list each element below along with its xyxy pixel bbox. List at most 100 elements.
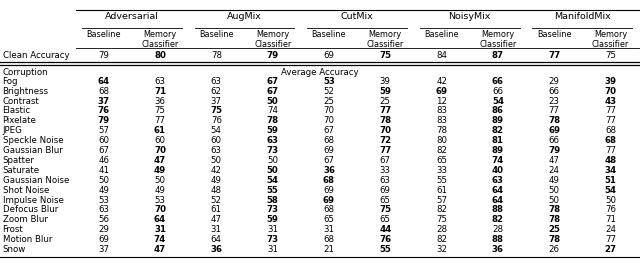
Text: 78: 78 xyxy=(548,235,560,244)
Text: 75: 75 xyxy=(211,107,222,115)
Text: 54: 54 xyxy=(492,97,504,105)
Text: 77: 77 xyxy=(154,116,166,125)
Text: 88: 88 xyxy=(492,235,504,244)
Text: 64: 64 xyxy=(211,235,222,244)
Text: 73: 73 xyxy=(267,235,278,244)
Text: 53: 53 xyxy=(98,196,109,204)
Text: 78: 78 xyxy=(548,206,560,214)
Text: 70: 70 xyxy=(323,116,335,125)
Text: 31: 31 xyxy=(267,245,278,254)
Text: 21: 21 xyxy=(323,245,335,254)
Text: 50: 50 xyxy=(267,166,278,175)
Text: Baseline: Baseline xyxy=(537,30,572,38)
Text: 55: 55 xyxy=(380,245,391,254)
Text: Saturate: Saturate xyxy=(3,166,40,175)
Text: 66: 66 xyxy=(492,87,504,96)
Text: 78: 78 xyxy=(548,116,560,125)
Text: 12: 12 xyxy=(436,97,447,105)
Text: 27: 27 xyxy=(605,245,616,254)
Text: Clean Accuracy: Clean Accuracy xyxy=(3,51,69,61)
Text: 59: 59 xyxy=(267,126,278,135)
Text: Speckle Noise: Speckle Noise xyxy=(3,136,63,145)
Text: 55: 55 xyxy=(267,186,278,195)
Text: 48: 48 xyxy=(211,186,222,195)
Text: 36: 36 xyxy=(154,97,166,105)
Text: Memory
Classifier: Memory Classifier xyxy=(592,30,629,49)
Text: 49: 49 xyxy=(99,186,109,195)
Text: 82: 82 xyxy=(436,206,447,214)
Text: 89: 89 xyxy=(492,146,504,155)
Text: 42: 42 xyxy=(436,77,447,86)
Text: 65: 65 xyxy=(380,196,391,204)
Text: 68: 68 xyxy=(323,235,335,244)
Text: JPEG: JPEG xyxy=(3,126,22,135)
Text: 64: 64 xyxy=(492,196,504,204)
Text: 68: 68 xyxy=(605,126,616,135)
Text: 31: 31 xyxy=(323,225,335,234)
Text: 79: 79 xyxy=(99,51,109,61)
Text: 67: 67 xyxy=(323,156,335,165)
Text: 49: 49 xyxy=(549,176,559,185)
Text: Impulse Noise: Impulse Noise xyxy=(3,196,63,204)
Text: 71: 71 xyxy=(605,215,616,224)
Text: 80: 80 xyxy=(436,136,447,145)
Text: 66: 66 xyxy=(492,77,504,86)
Text: 39: 39 xyxy=(380,77,390,86)
Text: 25: 25 xyxy=(548,225,560,234)
Text: 24: 24 xyxy=(548,166,560,175)
Text: 69: 69 xyxy=(380,186,390,195)
Text: 70: 70 xyxy=(154,206,166,214)
Text: 88: 88 xyxy=(492,206,504,214)
Text: 73: 73 xyxy=(267,146,278,155)
Text: 57: 57 xyxy=(98,126,109,135)
Text: Adversarial: Adversarial xyxy=(105,12,159,21)
Text: 68: 68 xyxy=(98,87,109,96)
Text: 86: 86 xyxy=(492,107,504,115)
Text: 76: 76 xyxy=(380,235,391,244)
Text: 25: 25 xyxy=(323,97,335,105)
Text: 67: 67 xyxy=(98,146,109,155)
Text: CutMix: CutMix xyxy=(340,12,374,21)
Text: 69: 69 xyxy=(324,186,334,195)
Text: 66: 66 xyxy=(548,136,560,145)
Text: 29: 29 xyxy=(99,225,109,234)
Text: 84: 84 xyxy=(436,51,447,61)
Text: 49: 49 xyxy=(154,166,166,175)
Text: 64: 64 xyxy=(154,215,166,224)
Text: 67: 67 xyxy=(267,87,278,96)
Text: 78: 78 xyxy=(436,126,447,135)
Text: 70: 70 xyxy=(605,87,616,96)
Text: 61: 61 xyxy=(211,206,222,214)
Text: 44: 44 xyxy=(379,225,392,234)
Text: 79: 79 xyxy=(267,51,278,61)
Text: 78: 78 xyxy=(380,116,391,125)
Text: 71: 71 xyxy=(154,87,166,96)
Text: 51: 51 xyxy=(605,176,616,185)
Text: 82: 82 xyxy=(436,146,447,155)
Text: 40: 40 xyxy=(492,166,504,175)
Text: 29: 29 xyxy=(549,77,559,86)
Text: Zoom Blur: Zoom Blur xyxy=(3,215,47,224)
Text: Gaussian Blur: Gaussian Blur xyxy=(3,146,62,155)
Text: 63: 63 xyxy=(267,136,278,145)
Text: 47: 47 xyxy=(154,245,166,254)
Text: 47: 47 xyxy=(548,156,560,165)
Text: 50: 50 xyxy=(267,156,278,165)
Text: 42: 42 xyxy=(211,166,222,175)
Text: 73: 73 xyxy=(267,206,278,214)
Text: 83: 83 xyxy=(436,116,447,125)
Text: 60: 60 xyxy=(98,136,109,145)
Text: 78: 78 xyxy=(267,116,278,125)
Text: 64: 64 xyxy=(492,186,504,195)
Text: 75: 75 xyxy=(380,51,391,61)
Text: 70: 70 xyxy=(154,146,166,155)
Text: 82: 82 xyxy=(492,215,504,224)
Text: 46: 46 xyxy=(98,156,109,165)
Text: 83: 83 xyxy=(436,107,447,115)
Text: 67: 67 xyxy=(380,156,391,165)
Text: 36: 36 xyxy=(492,245,504,254)
Text: 82: 82 xyxy=(436,235,447,244)
Text: 76: 76 xyxy=(605,206,616,214)
Text: 69: 69 xyxy=(99,235,109,244)
Text: 63: 63 xyxy=(211,77,222,86)
